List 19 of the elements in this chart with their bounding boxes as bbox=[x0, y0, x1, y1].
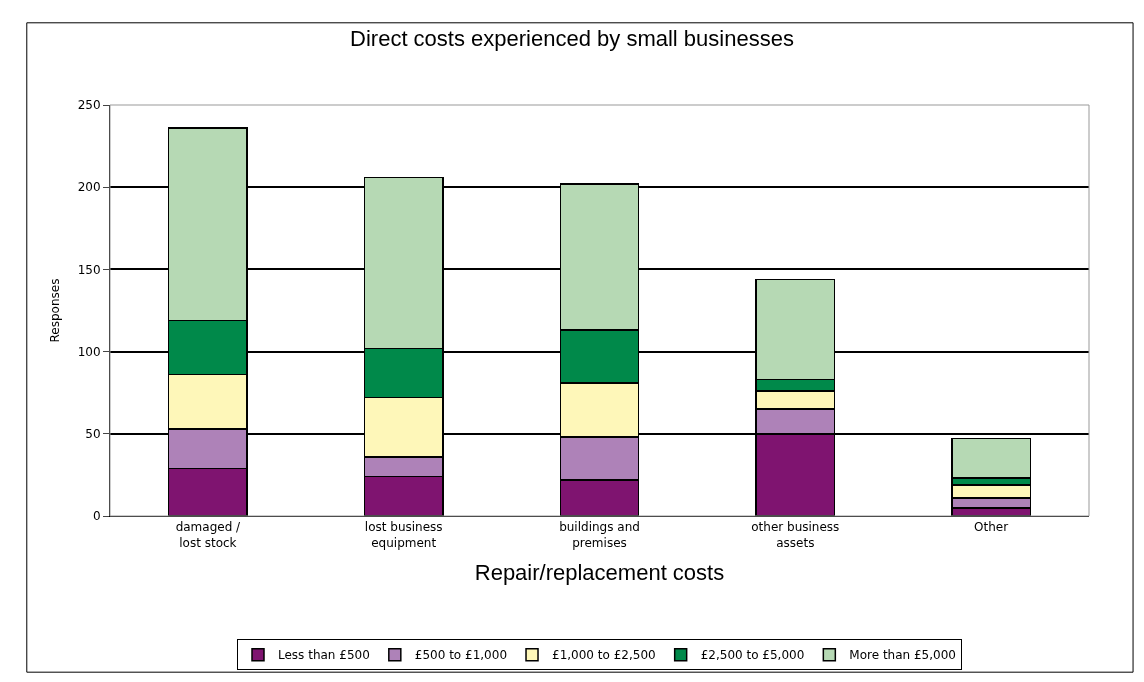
x-tick-label: buildings and premises bbox=[559, 520, 640, 550]
legend-label: More than £5,000 bbox=[849, 648, 956, 663]
x-tick-label: lost business equipment bbox=[364, 520, 443, 550]
y-tick-label: 50 bbox=[85, 427, 101, 441]
legend-label: £500 to £1,000 bbox=[414, 648, 508, 663]
x-tick-label: damaged / lost stock bbox=[175, 520, 242, 550]
y-tick-label: 0 bbox=[92, 509, 101, 524]
x-tick-label: other business assets bbox=[751, 520, 840, 550]
y-tick-label: 250 bbox=[77, 98, 101, 113]
y-tick-label: 200 bbox=[77, 180, 101, 195]
chart-title: Direct costs experienced by small businesses bbox=[350, 26, 794, 52]
legend-label: £1,000 to £2,500 bbox=[552, 648, 656, 663]
y-tick-label: 100 bbox=[77, 344, 101, 359]
y-axis-title: Responses bbox=[47, 278, 62, 343]
x-axis-title: Repair/replacement costs bbox=[474, 559, 725, 585]
legend-label: £2,500 to £5,000 bbox=[700, 648, 805, 663]
legend-label: Less than £500 bbox=[278, 648, 370, 663]
x-tick-label: Other bbox=[974, 520, 1009, 535]
y-tick-label: 150 bbox=[77, 262, 101, 277]
